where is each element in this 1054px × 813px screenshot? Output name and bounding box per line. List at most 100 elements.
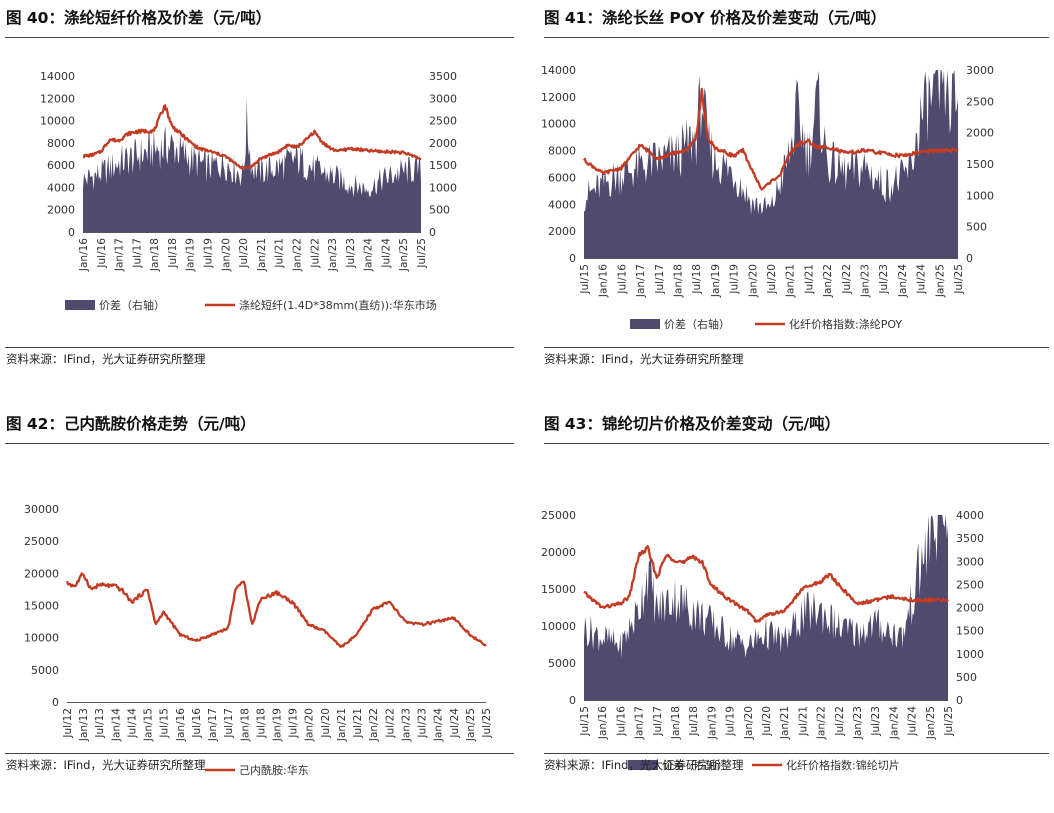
x-tick-label: Jul/16 [616,264,628,295]
x-tick-label: Jan/25 [934,264,946,298]
y-left-tick-label: 10000 [40,115,75,128]
x-tick-label: Jul/18 [255,708,267,739]
chart-title: 图 42：己内酰胺价格走势（元/吨） [6,415,256,433]
x-tick-label: Jan/23 [860,264,872,298]
x-tick-label: Jan/18 [239,708,251,742]
source-rule [5,753,514,754]
x-tick-label: Jan/16 [597,706,609,740]
series-price-line [583,544,949,623]
series-spread-area [584,70,958,258]
x-tick-label: Jan/19 [272,708,284,742]
x-tick-label: Jul/25 [481,708,493,739]
chart-title: 图 43：锦纶切片价格及价差变动（元/吨） [544,415,841,433]
x-tick-label: Jul/24 [916,264,928,295]
y-left-tick-label: 2000 [548,225,576,238]
x-tick-label: Jan/25 [398,238,410,272]
y-left-tick-label: 20000 [24,567,59,580]
x-tick-label: Jul/22 [384,708,396,739]
legend-label: 化纤价格指数:锦纶切片 [786,758,900,772]
x-tick-label: Jan/22 [822,264,834,298]
x-tick-label: Jan/19 [706,706,718,740]
x-tick-label: Jul/19 [729,264,741,295]
y-left-tick-label: 14000 [541,64,576,77]
y-right-tick-label: 0 [966,252,973,265]
y-left-tick-label: 0 [569,694,576,707]
y-right-tick-label: 1500 [429,159,457,172]
y-left-tick-label: 2000 [47,204,75,217]
x-tick-label: Jul/17 [131,238,143,269]
x-tick-label: Jul/21 [797,706,809,737]
y-right-tick-label: 500 [956,671,977,684]
source-rule [544,347,1049,348]
source-note: 资料来源：IFind，光大证券研究所整理 [544,352,744,366]
y-left-tick-label: 20000 [541,546,576,559]
x-tick-label: Jan/22 [368,708,380,742]
y-left-tick-label: 25000 [24,535,59,548]
y-left-tick-label: 14000 [40,70,75,83]
x-tick-label: Jan/19 [710,264,722,298]
x-tick-label: Jan/21 [256,238,268,272]
y-right-tick-label: 3000 [429,92,457,105]
title-rule [544,443,1049,444]
x-tick-label: Jul/25 [953,264,965,295]
x-tick-label: Jul/21 [274,238,286,269]
y-left-tick-label: 12000 [40,92,75,105]
x-tick-label: Jul/25 [416,238,428,269]
x-tick-label: Jan/16 [175,708,187,742]
y-left-tick-label: 0 [68,226,75,239]
x-tick-label: Jul/14 [127,708,139,739]
y-left-tick-label: 8000 [47,137,75,150]
x-tick-label: Jan/14 [110,708,122,742]
y-right-tick-label: 2500 [956,578,984,591]
x-tick-label: Jul/17 [654,264,666,295]
x-tick-label: Jan/24 [888,706,900,740]
y-right-tick-label: 1000 [429,181,457,194]
x-tick-label: Jan/13 [78,708,90,742]
x-tick-label: Jul/15 [579,706,591,737]
legend-label: 价差（右轴） [664,317,730,331]
series-spread-area [584,515,948,700]
source-note: 资料来源：IFind，光大证券研究所整理 [544,758,744,772]
x-tick-label: Jul/24 [380,238,392,269]
x-tick-label: Jul/15 [579,264,591,295]
x-tick-label: Jul/12 [62,708,74,739]
x-tick-label: Jan/18 [670,706,682,740]
x-tick-label: Jul/18 [167,238,179,269]
x-tick-label: Jul/18 [688,706,700,737]
y-right-tick-label: 2000 [956,602,984,615]
x-tick-label: Jan/24 [897,264,909,298]
x-tick-label: Jan/23 [327,238,339,272]
x-tick-label: Jul/18 [691,264,703,295]
y-left-tick-label: 25000 [541,509,576,522]
x-tick-label: Jul/23 [345,238,357,269]
x-tick-label: Jul/16 [191,708,203,739]
x-tick-label: Jul/20 [320,708,332,739]
y-right-tick-label: 2000 [429,137,457,150]
x-tick-label: Jul/16 [615,706,627,737]
y-right-tick-label: 1000 [956,648,984,661]
y-left-tick-label: 10000 [541,620,576,633]
y-left-tick-label: 5000 [548,657,576,670]
x-tick-label: Jan/22 [292,238,304,272]
x-tick-label: Jan/21 [785,264,797,298]
y-left-tick-label: 10000 [24,632,59,645]
title-rule [5,37,514,38]
y-left-tick-label: 8000 [548,145,576,158]
y-left-tick-label: 0 [569,252,576,265]
y-right-tick-label: 2500 [429,115,457,128]
x-tick-label: Jan/22 [816,706,828,740]
x-tick-label: Jul/13 [94,708,106,739]
x-tick-label: Jan/16 [598,264,610,298]
panel-fig43: 图 43：锦纶切片价格及价差变动（元/吨） 0 5000 10000 15000 200… [527,406,1054,812]
legend-swatch-area [630,319,660,329]
x-tick-label: Jan/21 [779,706,791,740]
x-tick-label: Jul/15 [159,708,171,739]
x-tick-label: Jul/23 [417,708,429,739]
x-tick-label: Jan/25 [925,706,937,740]
y-right-tick-label: 4000 [956,509,984,522]
legend-label: 化纤价格指数:涤纶POY [789,317,902,331]
x-tick-label: Jul/23 [878,264,890,295]
y-left-tick-label: 12000 [541,91,576,104]
y-right-tick-label: 2000 [966,127,994,140]
legend-label: 涤纶短纤(1.4D*38mm(直纺)):华东市场 [239,298,437,312]
